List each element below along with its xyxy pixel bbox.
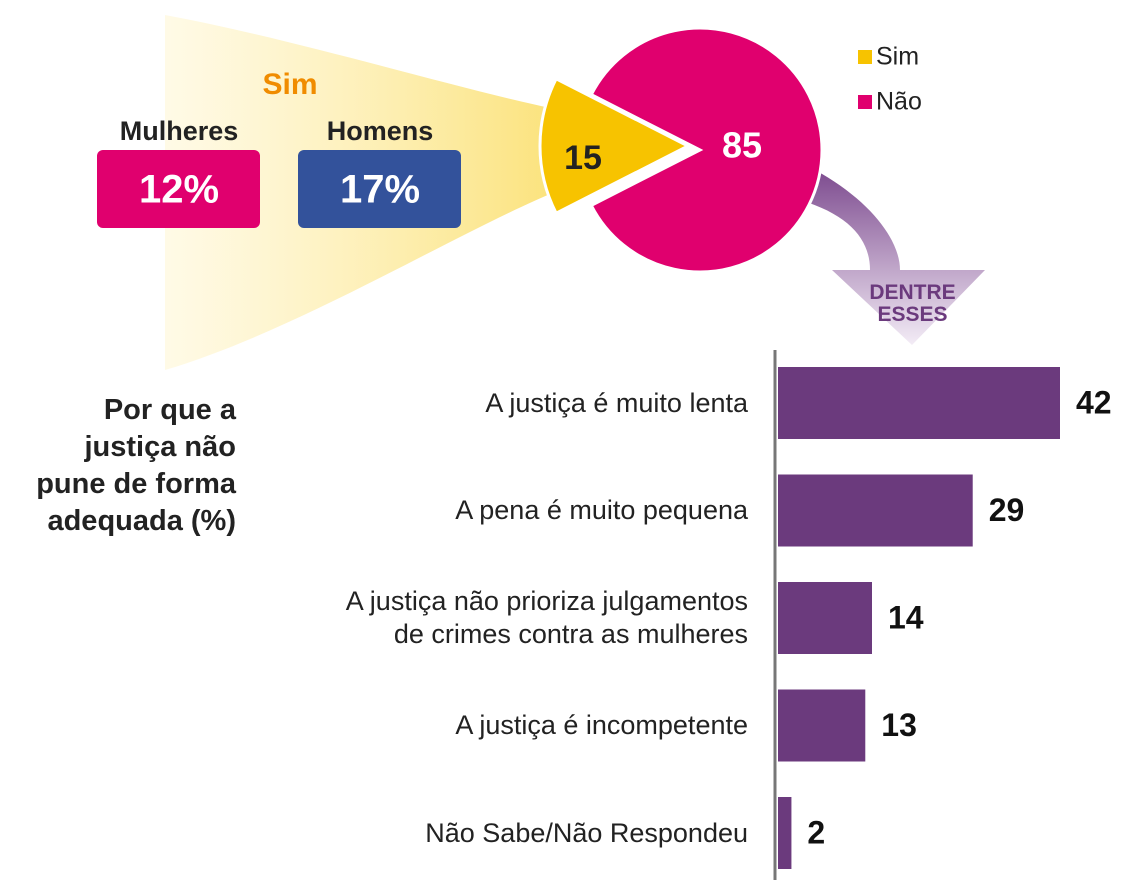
breakdown-title: Sim xyxy=(262,68,317,101)
legend-label: Sim xyxy=(876,43,919,71)
bar xyxy=(778,689,866,762)
data-label: 29 xyxy=(989,492,1025,528)
legend-swatch xyxy=(858,50,872,64)
group-value: 12% xyxy=(139,168,219,212)
data-label: 85 xyxy=(722,125,762,166)
chart-title: Por que a justiça não pune de forma adeq… xyxy=(36,394,236,537)
arrow xyxy=(800,170,985,345)
data-label: 2 xyxy=(807,814,825,850)
annotation: DENTRE ESSES xyxy=(869,281,956,326)
category-label: Não Sabe/Não Respondeu xyxy=(425,817,748,848)
data-label: 14 xyxy=(888,599,924,635)
legend-label: Não xyxy=(876,88,922,116)
data-label: 13 xyxy=(881,707,917,743)
category-label: A justiça é muito lenta xyxy=(485,387,748,418)
legend-swatch xyxy=(858,95,872,109)
bar xyxy=(778,474,973,547)
category-label: A pena é muito pequena xyxy=(455,495,748,525)
group-box xyxy=(298,150,461,228)
category-label: A justiça não prioriza julgamentos de cr… xyxy=(345,586,748,649)
group-name: Homens xyxy=(327,116,434,146)
bar xyxy=(778,367,1060,439)
bar xyxy=(778,582,872,654)
group-value: 17% xyxy=(340,168,420,212)
data-label: 42 xyxy=(1076,384,1112,420)
group-name: Mulheres xyxy=(120,116,239,146)
category-label: A justiça é incompetente xyxy=(455,710,748,740)
bar xyxy=(778,797,792,869)
data-label: 15 xyxy=(564,139,602,177)
pie-slice xyxy=(589,26,824,274)
pie-slice xyxy=(538,76,692,216)
group-box xyxy=(97,150,260,228)
